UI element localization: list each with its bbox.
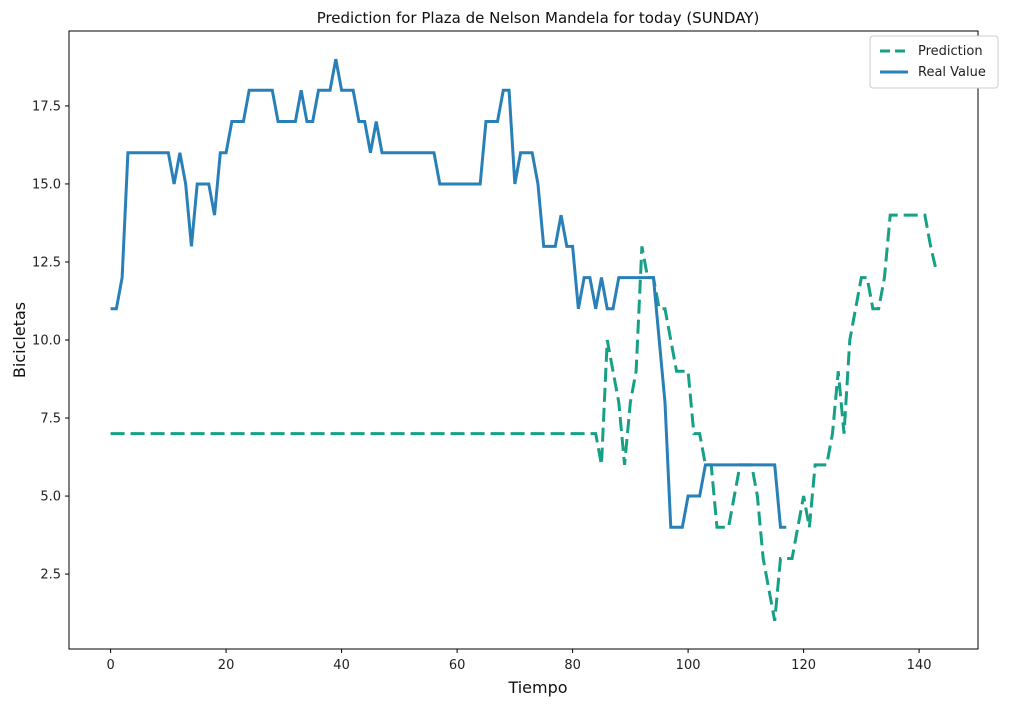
legend: Prediction Real Value <box>869 35 999 89</box>
x-axis-title: Tiempo <box>507 678 567 697</box>
legend-label-real-value: Real Value <box>918 65 986 80</box>
legend-label-prediction: Prediction <box>918 44 983 59</box>
series-line-real-value <box>110 58 787 529</box>
series-layer <box>110 58 938 622</box>
y-tick-label: 2.5 <box>40 568 61 583</box>
y-tick-label: 7.5 <box>40 412 61 427</box>
x-tick-label: 40 <box>333 658 350 673</box>
x-tick-label: 100 <box>676 658 701 673</box>
y-tick-label: 10.0 <box>32 334 61 349</box>
series-line-prediction <box>110 213 938 622</box>
y-axis-title: Bicicletas <box>10 302 29 378</box>
x-axis-ticks: 0 20 40 60 80 100 120 140 <box>106 649 932 673</box>
x-tick-label: 80 <box>564 658 581 673</box>
legend-box <box>869 35 999 89</box>
y-tick-label: 17.5 <box>32 99 61 114</box>
x-tick-label: 20 <box>218 658 235 673</box>
x-tick-label: 60 <box>449 658 466 673</box>
x-tick-label: 0 <box>106 658 114 673</box>
y-tick-label: 12.5 <box>32 255 61 270</box>
y-tick-label: 5.0 <box>40 490 61 505</box>
x-tick-label: 120 <box>791 658 816 673</box>
y-axis-ticks: 2.5 5.0 7.5 10.0 12.5 15.0 17.5 <box>32 99 69 583</box>
x-tick-label: 140 <box>907 658 932 673</box>
chart-title: Prediction for Plaza de Nelson Mandela f… <box>317 9 760 27</box>
y-tick-label: 15.0 <box>32 177 61 192</box>
